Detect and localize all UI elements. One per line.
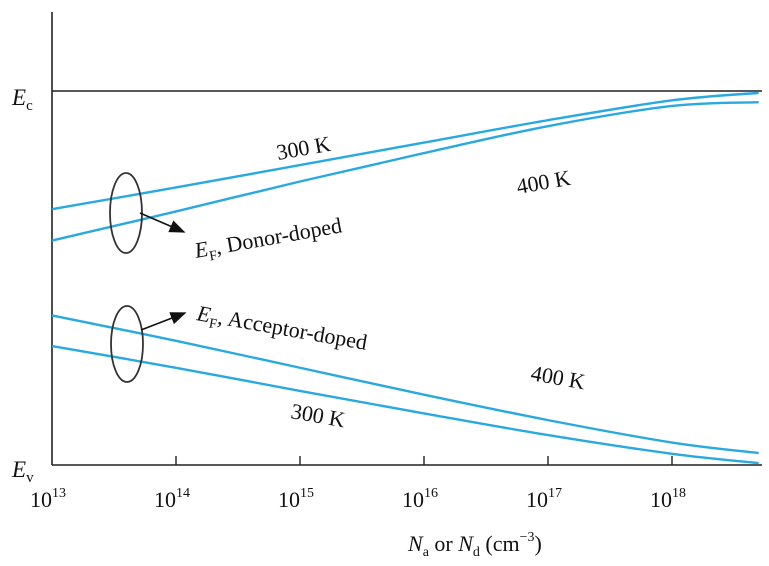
fermi-level-curves <box>51 91 759 465</box>
temperature-label: 400 K <box>529 360 587 394</box>
x-axis-title: Na or Nd (cm−3) <box>407 530 542 560</box>
x-tick-label: 1014 <box>154 486 190 512</box>
x-tick-label: 1018 <box>650 486 686 512</box>
x-tick-label: 1013 <box>30 486 66 512</box>
donor-arrow <box>139 212 186 233</box>
curve-donor-400k <box>51 101 759 242</box>
ev-label: Ev <box>11 457 34 486</box>
donor-annotation: EF, Donor-doped <box>192 212 345 267</box>
curve-acceptor-300k <box>51 344 759 465</box>
curve-acceptor-400k <box>51 314 759 455</box>
x-axis-label: Na or Nd (cm−3) <box>407 530 542 560</box>
axes <box>51 12 762 466</box>
acceptor-group-ellipse <box>110 305 144 383</box>
donor-group-ellipse <box>109 172 143 254</box>
curve-donor-300k <box>51 91 759 211</box>
x-ticks: 1013 1014 1015 1016 1017 1018 <box>30 456 686 512</box>
temperature-label: 400 K <box>515 165 573 199</box>
x-tick-label: 1016 <box>402 486 438 512</box>
ec-label: Ec <box>11 85 33 114</box>
x-tick-label: 1015 <box>278 486 314 512</box>
x-tick-label: 1017 <box>526 486 562 512</box>
temperature-label: 300 K <box>289 398 347 432</box>
energy-level-labels: Ec Ev <box>11 85 34 486</box>
acceptor-arrow <box>140 312 187 331</box>
